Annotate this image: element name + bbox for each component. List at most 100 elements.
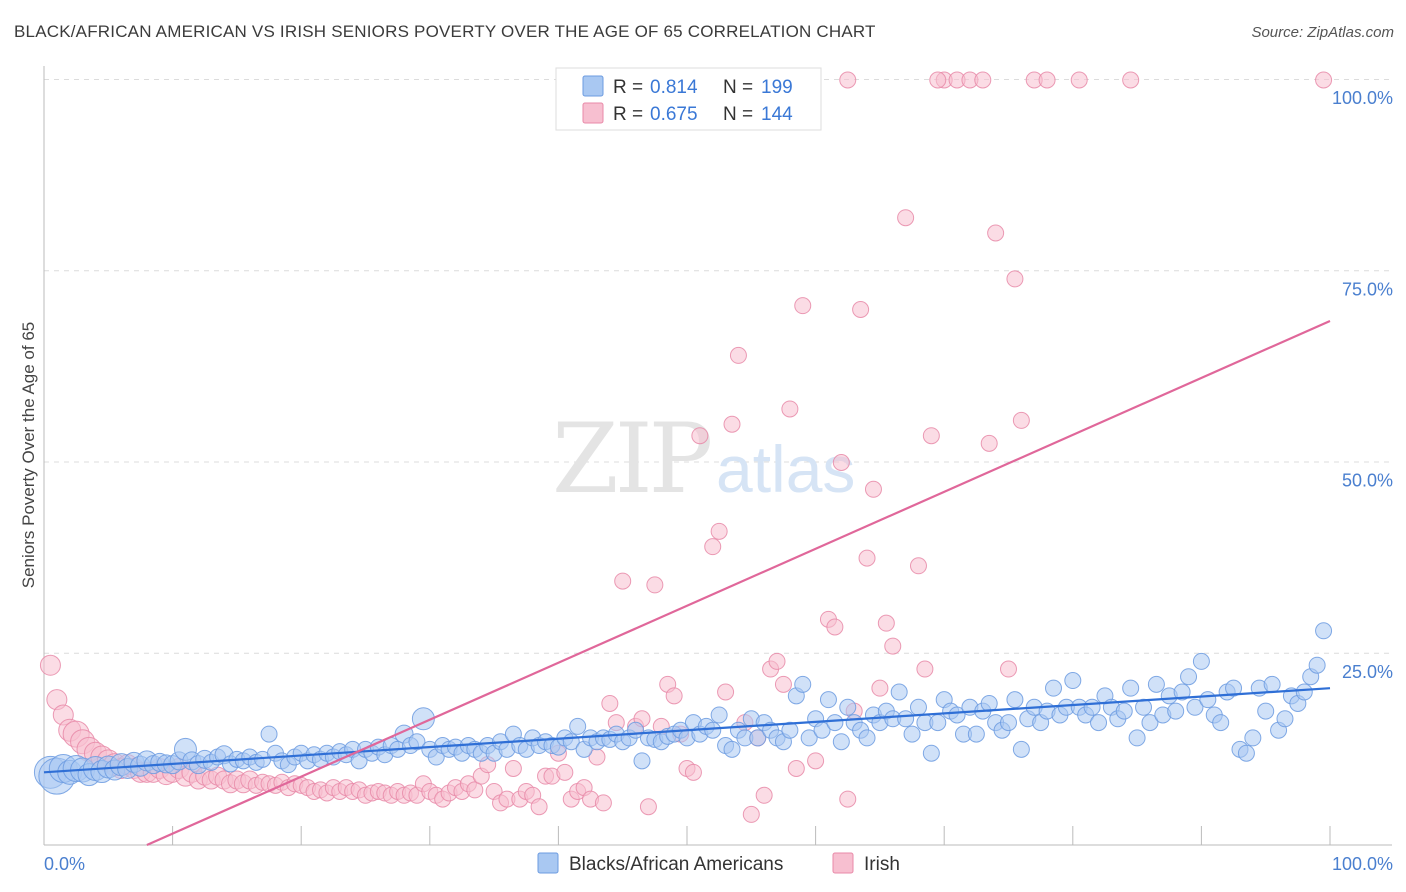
irish-point-102 — [710, 522, 728, 540]
black-point-103 — [704, 721, 722, 739]
irish-point-126 — [877, 614, 895, 632]
black-point-34 — [260, 725, 278, 743]
legend-swatch-irish — [582, 102, 604, 124]
black-point-117 — [794, 675, 812, 693]
watermark-atlas: atlas — [716, 432, 855, 506]
irish-point-105 — [729, 346, 747, 364]
irish-point-139 — [1006, 270, 1024, 288]
trend-lines — [43, 319, 1331, 847]
black-point-138 — [929, 714, 947, 732]
irish-point-128 — [897, 209, 915, 227]
black-trend-line — [43, 687, 1331, 774]
black-point-144 — [967, 725, 985, 743]
black-point-167 — [1115, 702, 1133, 720]
irish-point-130 — [916, 660, 934, 678]
black-point-124 — [839, 698, 857, 716]
irish-point-104 — [723, 415, 741, 433]
irish-point-136 — [980, 434, 998, 452]
black-point-179 — [1192, 652, 1210, 670]
black-point-169 — [1128, 729, 1146, 747]
black-point-159 — [1064, 672, 1082, 690]
irish-point-116 — [807, 752, 825, 770]
irish-point-0 — [39, 654, 61, 676]
black-point-149 — [1000, 714, 1017, 732]
y-tick-label-0: 25.0% — [1342, 662, 1393, 682]
irish-point-109 — [755, 786, 773, 804]
black-point-187 — [1244, 729, 1262, 747]
black-point-135 — [909, 698, 927, 716]
irish-point-127 — [884, 637, 902, 655]
irish-point-146 — [1070, 71, 1088, 89]
bottom-legend-label-black: Blacks/African Americans — [569, 854, 783, 875]
y-tick-label-3: 100.0% — [1332, 88, 1393, 108]
irish-point-99 — [684, 763, 702, 781]
black-point-151 — [1012, 740, 1030, 758]
black-point-162 — [1083, 698, 1101, 716]
irish-point-119 — [832, 454, 850, 471]
black-point-132 — [890, 683, 908, 701]
irish-point-137 — [987, 224, 1005, 242]
black-point-156 — [1045, 679, 1063, 697]
black-point-184 — [1225, 679, 1243, 697]
black-point-189 — [1257, 702, 1275, 720]
irish-point-115 — [794, 297, 812, 315]
source-credit: Source: ZipAtlas.com — [1251, 24, 1394, 41]
legend-swatch-black — [582, 75, 604, 97]
irish-point-122 — [852, 301, 870, 318]
black-point-106 — [723, 740, 741, 758]
axes — [43, 66, 1392, 846]
irish-point-87 — [601, 694, 619, 712]
irish-point-120 — [839, 790, 857, 808]
irish-point-143 — [1315, 71, 1333, 89]
black-point-197 — [1308, 656, 1326, 674]
y-axis-label: Seniors Poverty Over the Age of 65 — [19, 322, 38, 588]
black-point-118 — [800, 729, 818, 747]
black-point-121 — [819, 691, 837, 709]
black-point-178 — [1186, 698, 1204, 716]
black-point-141 — [948, 706, 966, 724]
irish-point-89 — [614, 572, 632, 590]
black-point-182 — [1212, 714, 1230, 732]
black-point-190 — [1263, 675, 1281, 693]
black-point-104 — [710, 706, 728, 724]
irish-point-124 — [864, 480, 882, 498]
irish-point-66 — [466, 781, 484, 799]
irish-point-112 — [774, 675, 792, 693]
legend-r-label-black: R = — [613, 77, 643, 98]
black-point-57 — [408, 733, 426, 751]
black-point-137 — [922, 744, 940, 762]
tick-labels: 25.0% 50.0% 75.0% 100.0% 0.0% 100.0% — [44, 88, 1393, 874]
legend-box: R = 0.814 N = 199 R = 0.675 N = 144 — [555, 67, 822, 131]
legend-r-value-black: 0.814 — [650, 77, 698, 98]
irish-point-123 — [858, 549, 876, 567]
black-point-150 — [1006, 691, 1024, 709]
bottom-legend-label-irish: Irish — [864, 854, 900, 875]
irish-point-135 — [974, 71, 992, 89]
irish-point-145 — [929, 71, 947, 89]
legend-r-value-irish: 0.675 — [650, 104, 698, 125]
black-point-115 — [781, 721, 799, 739]
black-point-172 — [1147, 675, 1165, 693]
watermark-zip: ZIP — [552, 403, 711, 515]
irish-point-103 — [717, 683, 735, 701]
irish-point-107 — [742, 805, 760, 823]
irish-point-76 — [530, 798, 548, 816]
black-point-171 — [1141, 714, 1159, 732]
black-point-134 — [903, 725, 921, 743]
black-point-180 — [1199, 691, 1217, 709]
black-point-133 — [897, 710, 915, 728]
black-point-175 — [1167, 702, 1185, 720]
black-point-198 — [1315, 622, 1333, 640]
y-tick-label-2: 75.0% — [1342, 279, 1393, 299]
black-point-176 — [1173, 683, 1191, 701]
y-tick-label-1: 50.0% — [1342, 471, 1393, 491]
irish-point-129 — [909, 557, 927, 575]
irish-point-80 — [556, 763, 574, 781]
legend-n-value-irish: 144 — [761, 104, 793, 125]
irish-point-140 — [1012, 411, 1030, 429]
x-tick-label-1: 100.0% — [1332, 854, 1393, 874]
series-irish — [39, 71, 1333, 823]
chart-title: BLACK/AFRICAN AMERICAN VS IRISH SENIORS … — [14, 22, 876, 41]
irish-point-131 — [922, 427, 940, 445]
black-point-186 — [1237, 744, 1255, 762]
